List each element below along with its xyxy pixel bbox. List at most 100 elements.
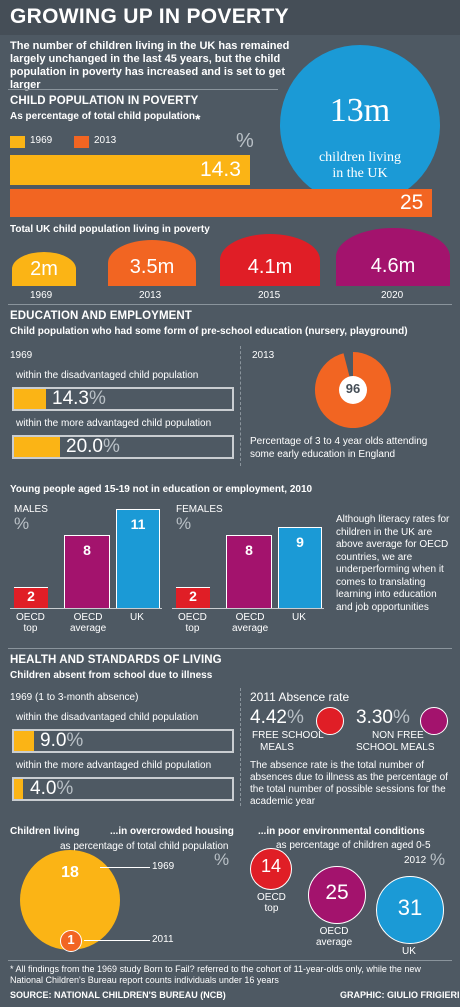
health-adv-bar: 4.0% xyxy=(12,777,234,801)
dome-1969-year: 1969 xyxy=(30,290,53,301)
health-divider xyxy=(240,688,241,806)
overcrowded-year-1969: 1969 xyxy=(152,861,175,872)
females-oecd-average-value: 8 xyxy=(245,542,253,558)
edu-adv-pct: % xyxy=(102,436,120,457)
overcrowded-2011-value: 1 xyxy=(67,932,75,947)
overcrowded-sub: as percentage of total child population xyxy=(60,841,229,852)
males-oecd-average-value: 8 xyxy=(83,542,91,558)
health-adv-label: within the more advantaged child populat… xyxy=(16,760,212,771)
intro-text: The number of children living in the UK … xyxy=(10,40,290,91)
bar-1969-value: 14.3 xyxy=(200,158,241,181)
females-col-uk: 9 xyxy=(278,527,322,608)
edu-adv-bar: 20.0% xyxy=(12,435,234,459)
preschool-pie-chart xyxy=(314,352,391,428)
nfsm-number: 3.30 xyxy=(356,707,393,728)
health-adv-value: 4.0% xyxy=(30,778,73,800)
dome-1969: 2m xyxy=(12,252,76,286)
legend-label-1969: 1969 xyxy=(30,135,53,146)
bar-2013-value: 25 xyxy=(400,191,424,214)
health-title: HEALTH AND STANDARDS OF LIVING xyxy=(10,654,222,666)
divider xyxy=(8,304,452,305)
females-oecd-top-value: 2 xyxy=(189,588,197,604)
males-label-oecd-average: OECD average xyxy=(70,612,107,634)
pie-caption-1: Percentage of 3 to 4 year olds attending xyxy=(250,436,428,447)
edu-disadv-pct: % xyxy=(88,388,106,409)
health-subtitle: Children absent from school due to illne… xyxy=(10,670,213,681)
females-uk-value: 9 xyxy=(296,534,304,550)
footer-source: SOURCE: NATIONAL CHILDREN'S BUREAU (NCB) xyxy=(10,990,226,1000)
dome-2015: 4.1m xyxy=(220,234,320,286)
divider xyxy=(8,648,452,649)
population-title: CHILD POPULATION IN POVERTY xyxy=(10,95,199,107)
dome-2015-year: 2015 xyxy=(258,290,281,301)
males-col-oecd-average: 8 xyxy=(64,535,110,608)
line-1969 xyxy=(100,867,150,868)
env-sub: as percentage of children aged 0-5 xyxy=(276,840,431,851)
big-caption-2: in the UK xyxy=(332,166,388,181)
health-adv-number: 4.0 xyxy=(30,778,57,799)
overcrowded-circle-2011 xyxy=(60,930,82,952)
env-uk-value: 31 xyxy=(397,895,423,920)
dome-2013-year: 2013 xyxy=(139,290,162,301)
females-label: FEMALES xyxy=(176,504,223,515)
env-label-oecd-average: OECD average xyxy=(316,926,353,948)
population-pct: % xyxy=(236,130,254,152)
education-divider xyxy=(240,346,241,466)
env-circle-uk xyxy=(376,876,444,944)
fsm-number: 4.42 xyxy=(250,707,287,728)
health-disadv-number: 9.0 xyxy=(40,730,67,751)
health-disadv-label: within the disadvantaged child populatio… xyxy=(16,712,199,723)
neet-note: Although literacy rates for children in … xyxy=(336,514,450,613)
edu-disadv-value: 14.3% xyxy=(52,388,106,410)
env-oecd-average-value: 25 xyxy=(325,881,349,904)
dome-2020-year: 2020 xyxy=(381,290,404,301)
health-disadv-fill xyxy=(14,731,34,751)
line-2011 xyxy=(84,940,150,941)
env-label-oecd-top: OECD top xyxy=(257,892,286,914)
footer-note: * All findings from the 1969 study Born … xyxy=(10,964,421,985)
dome-2013: 3.5m xyxy=(108,240,196,286)
pie-value: 96 xyxy=(345,381,361,396)
asterisk: * xyxy=(195,111,201,127)
fsm-pct: % xyxy=(286,707,304,728)
males-label-oecd-top: OECD top xyxy=(16,612,45,634)
env-year: 2012 xyxy=(404,855,427,866)
legend-swatch-2013 xyxy=(74,136,89,148)
overcrowded-year-2011: 2011 xyxy=(152,934,174,945)
big-population-circle xyxy=(280,45,440,205)
males-chart: 2 8 11 xyxy=(14,500,164,608)
education-year-2013: 2013 xyxy=(252,350,275,361)
big-caption-1: children living xyxy=(318,150,402,165)
dome-2013-value: 3.5m xyxy=(129,256,175,278)
absence-title: 2011 Absence rate xyxy=(250,690,350,704)
health-disadv-pct: % xyxy=(66,730,84,751)
health-year-label: 1969 (1 to 3-month absence) xyxy=(10,692,139,703)
education-subtitle: Child population who had some form of pr… xyxy=(10,326,408,337)
edu-adv-number: 20.0 xyxy=(66,436,103,457)
education-year-1969: 1969 xyxy=(10,350,33,361)
males-baseline xyxy=(10,608,162,609)
edu-adv-value: 20.0% xyxy=(66,436,120,458)
health-adv-pct: % xyxy=(56,778,74,799)
males-pct: % xyxy=(14,514,30,533)
bar-2013 xyxy=(10,189,432,217)
env-circle-oecd-top xyxy=(250,848,292,890)
edu-disadv-fill xyxy=(14,389,46,409)
population-subtitle-text: As percentage of total child population xyxy=(10,111,196,122)
health-disadv-value: 9.0% xyxy=(40,730,83,752)
env-oecd-top-value: 14 xyxy=(260,856,282,876)
females-chart: 2 8 9 xyxy=(176,500,326,608)
divider xyxy=(8,960,452,961)
overcrowded-1969-value: 18 xyxy=(61,864,79,881)
fsm-circle xyxy=(316,707,344,735)
divider xyxy=(8,89,278,90)
nfsm-value: 3.30% xyxy=(356,707,410,729)
env-circle-oecd-average xyxy=(308,866,366,924)
nfsm-label-2: SCHOOL MEALS xyxy=(356,742,435,753)
env-pct: % xyxy=(430,850,446,869)
nfsm-label-1: NON FREE xyxy=(372,730,424,741)
edu-disadv-label: within the disadvantaged child populatio… xyxy=(16,370,199,381)
females-pct: % xyxy=(176,514,192,533)
edu-adv-fill xyxy=(14,437,60,457)
absence-note: The absence rate is the total number of … xyxy=(250,760,448,807)
